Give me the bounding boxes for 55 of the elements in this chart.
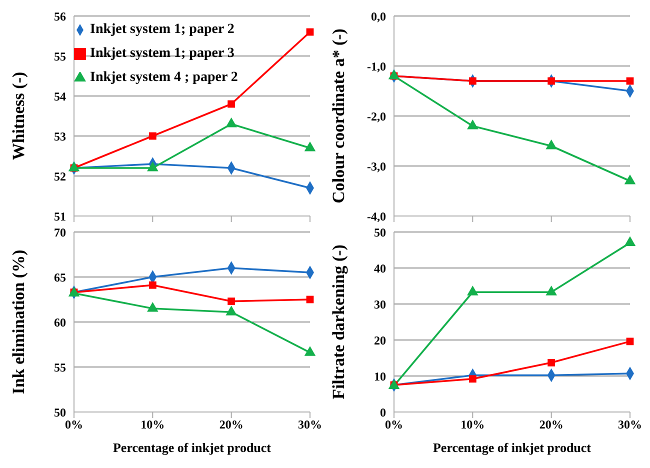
x-tick-label: 10% bbox=[140, 418, 165, 432]
x-axis-title: Percentage of inkjet product bbox=[112, 440, 272, 455]
point bbox=[546, 286, 557, 296]
y-tick-label: 20 bbox=[374, 333, 386, 348]
y-tick-label: 10 bbox=[374, 369, 386, 384]
point bbox=[148, 281, 156, 289]
x-tick-label: 30% bbox=[618, 418, 642, 432]
point bbox=[304, 346, 316, 356]
y-tick-label: 0,0 bbox=[371, 9, 386, 24]
point bbox=[147, 302, 158, 312]
x-tick-label: 20% bbox=[219, 418, 244, 432]
y-tick-label: 55 bbox=[54, 360, 66, 374]
y-tick-label: 53 bbox=[54, 129, 66, 144]
y-tick-label: 0 bbox=[380, 405, 386, 420]
point bbox=[228, 298, 236, 306]
x-tick-label: 10% bbox=[460, 418, 485, 432]
legend-label: Inkjet system 1; paper 2 bbox=[90, 22, 234, 37]
point bbox=[626, 338, 634, 346]
y-tick-label: -3,0 bbox=[367, 159, 386, 174]
y-tick-label: 55 bbox=[54, 49, 66, 64]
point bbox=[228, 100, 236, 108]
y-axis-title: Ink elimination (%) bbox=[9, 250, 28, 394]
y-axis-title: Colour coordinate a* (-) bbox=[329, 28, 348, 204]
point bbox=[624, 174, 636, 184]
x-tick-label: 0% bbox=[65, 418, 83, 432]
y-tick-label: 51 bbox=[54, 209, 66, 224]
y-tick-label: 52 bbox=[54, 169, 66, 184]
y-tick-label: 70 bbox=[54, 225, 66, 240]
point bbox=[467, 119, 478, 130]
point bbox=[546, 139, 557, 150]
y-tick-label: 50 bbox=[54, 405, 66, 420]
y-tick-label: 30 bbox=[374, 297, 386, 312]
y-tick-label: 56 bbox=[54, 9, 66, 24]
y-tick-label: -1,0 bbox=[367, 59, 386, 74]
y-tick-label: 60 bbox=[54, 315, 66, 330]
x-tick-label: 20% bbox=[539, 418, 564, 432]
point bbox=[548, 358, 556, 366]
y-axis-title: Whitness (-) bbox=[9, 72, 28, 160]
point bbox=[624, 236, 636, 246]
x-tick-label: 0% bbox=[385, 418, 403, 432]
point bbox=[468, 375, 476, 383]
y-tick-label: 65 bbox=[54, 270, 66, 284]
y-tick-label: 40 bbox=[374, 261, 386, 276]
y-tick-label: 50 bbox=[374, 225, 386, 240]
x-tick-label: 30% bbox=[298, 418, 322, 432]
legend-label: Inkjet system 1; paper 3 bbox=[90, 46, 234, 61]
point bbox=[467, 286, 478, 296]
y-tick-label: -4,0 bbox=[367, 209, 386, 224]
y-tick-label: -2,0 bbox=[367, 109, 386, 124]
y-tick-label: 54 bbox=[54, 89, 66, 104]
y-axis-title: Filtrate darkening (-) bbox=[329, 244, 348, 400]
legend-label: Inkjet system 4 ; paper 2 bbox=[90, 70, 238, 85]
x-axis-title: Percentage of inkjet product bbox=[432, 440, 592, 455]
point bbox=[148, 132, 156, 140]
point bbox=[226, 306, 237, 316]
